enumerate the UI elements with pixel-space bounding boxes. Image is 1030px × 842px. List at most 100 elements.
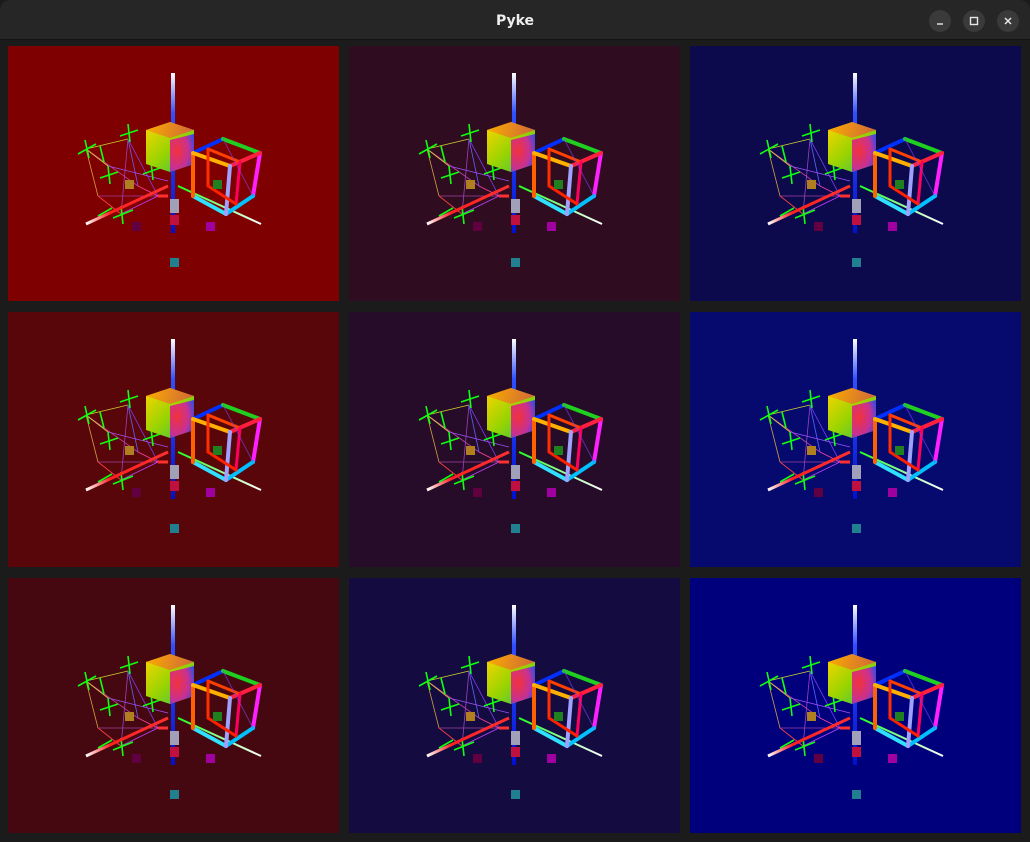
marker-gold <box>807 446 816 455</box>
marker-teal <box>511 524 520 533</box>
scene-render <box>77 339 262 533</box>
green-markers <box>77 655 161 757</box>
marker-gray <box>170 731 179 745</box>
wireframe-cube <box>873 669 944 748</box>
scene-render <box>759 73 944 267</box>
marker-magenta <box>547 488 556 497</box>
marker-green <box>895 712 904 721</box>
green-markers <box>418 655 502 757</box>
marker-teal <box>170 524 179 533</box>
marker-dark-purple <box>473 754 482 763</box>
minimize-button[interactable] <box>929 10 951 32</box>
viewport-6[interactable] <box>690 312 1021 567</box>
x-axis <box>85 184 169 226</box>
marker-green <box>213 446 222 455</box>
marker-gold <box>466 446 475 455</box>
marker-magenta <box>547 222 556 231</box>
scene-render <box>77 605 262 799</box>
close-button[interactable] <box>997 10 1019 32</box>
viewport-7[interactable] <box>8 578 339 833</box>
marker-magenta <box>888 222 897 231</box>
marker-gray <box>170 465 179 479</box>
marker-gray <box>170 199 179 213</box>
viewport-1[interactable] <box>8 46 339 301</box>
scene-render <box>759 339 944 533</box>
marker-gray <box>511 731 520 745</box>
marker-gold <box>466 712 475 721</box>
solid-cube <box>146 388 194 438</box>
marker-gray <box>852 199 861 213</box>
x-axis <box>85 450 169 492</box>
marker-red <box>511 747 520 757</box>
marker-green <box>554 446 563 455</box>
marker-dark-purple <box>132 754 141 763</box>
wireframe-cube <box>191 137 262 216</box>
solid-cube <box>487 654 535 704</box>
viewport-5[interactable] <box>349 312 680 567</box>
window-title: Pyke <box>495 13 535 29</box>
viewport-2[interactable] <box>349 46 680 301</box>
viewport-3[interactable] <box>690 46 1021 301</box>
wireframe-cube <box>532 669 603 748</box>
marker-dark-purple <box>473 488 482 497</box>
wireframe-cube <box>191 669 262 748</box>
marker-dark-purple <box>814 222 823 231</box>
scene-render <box>77 73 262 267</box>
marker-green <box>554 180 563 189</box>
marker-green <box>895 446 904 455</box>
wireframe-pyramid <box>426 404 510 481</box>
solid-cube <box>828 122 876 172</box>
green-markers <box>759 389 843 491</box>
solid-cube <box>828 388 876 438</box>
maximize-icon <box>969 16 979 26</box>
wireframe-cube <box>532 403 603 482</box>
marker-red <box>852 481 861 491</box>
scene-render <box>418 605 603 799</box>
green-markers <box>77 389 161 491</box>
scene-render <box>418 339 603 533</box>
x-axis <box>426 716 510 758</box>
marker-gray <box>852 731 861 745</box>
marker-magenta <box>206 754 215 763</box>
marker-dark-purple <box>814 488 823 497</box>
marker-red <box>852 747 861 757</box>
marker-red <box>170 481 179 491</box>
marker-magenta <box>888 488 897 497</box>
marker-gold <box>807 180 816 189</box>
marker-magenta <box>206 222 215 231</box>
marker-gold <box>125 712 134 721</box>
marker-green <box>213 180 222 189</box>
minimize-icon <box>937 23 943 25</box>
viewport-9[interactable] <box>690 578 1021 833</box>
marker-gray <box>511 465 520 479</box>
solid-cube <box>487 122 535 172</box>
x-axis <box>767 184 851 226</box>
green-markers <box>759 123 843 225</box>
close-icon <box>1004 17 1012 25</box>
solid-cube <box>146 122 194 172</box>
wireframe-cube <box>191 403 262 482</box>
marker-magenta <box>206 488 215 497</box>
x-axis <box>767 450 851 492</box>
title-bar[interactable]: Pyke <box>0 0 1030 40</box>
solid-cube <box>828 654 876 704</box>
marker-teal <box>170 258 179 267</box>
marker-red <box>852 215 861 225</box>
maximize-button[interactable] <box>963 10 985 32</box>
marker-dark-purple <box>132 488 141 497</box>
scene-render <box>759 605 944 799</box>
x-axis <box>85 716 169 758</box>
marker-teal <box>852 790 861 799</box>
marker-teal <box>852 524 861 533</box>
marker-green <box>213 712 222 721</box>
marker-red <box>511 481 520 491</box>
viewport-4[interactable] <box>8 312 339 567</box>
marker-gray <box>511 199 520 213</box>
marker-magenta <box>888 754 897 763</box>
wireframe-cube <box>532 137 603 216</box>
viewport-8[interactable] <box>349 578 680 833</box>
marker-red <box>511 215 520 225</box>
viewport-grid <box>0 40 1030 842</box>
marker-magenta <box>547 754 556 763</box>
